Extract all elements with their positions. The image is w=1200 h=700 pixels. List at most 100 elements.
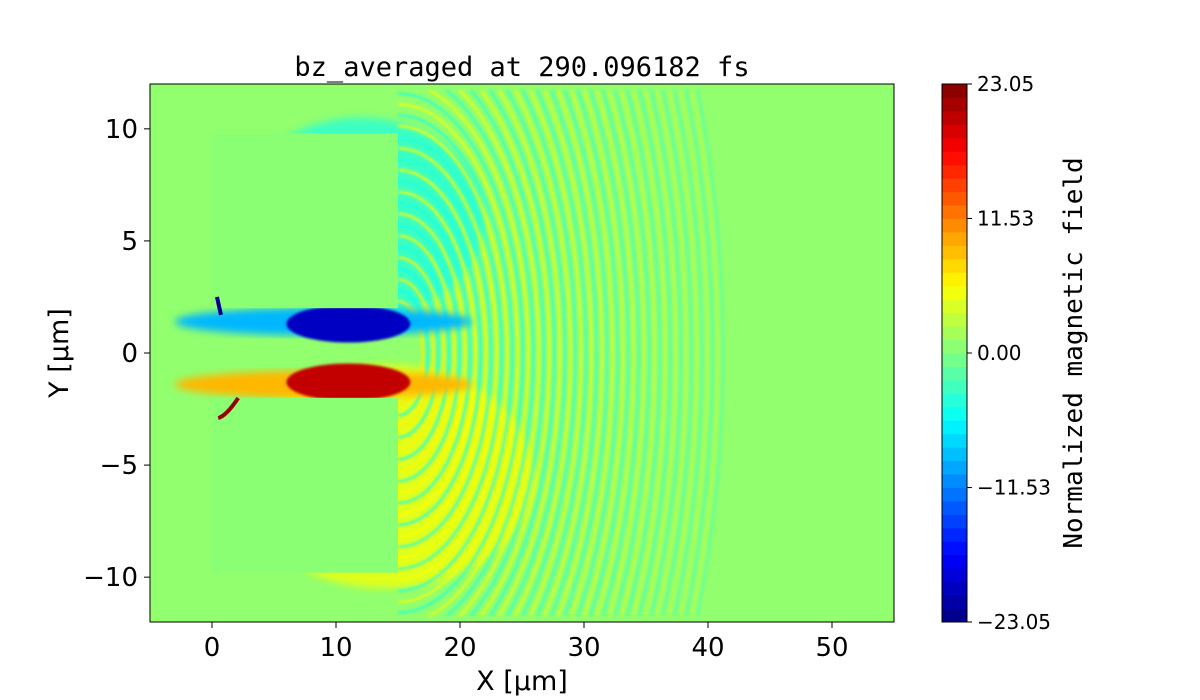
colorbar-level [942, 97, 967, 112]
wavefront-trough [470, 89, 545, 617]
colorbar-level [942, 353, 967, 367]
colorbar-label: Normalized magnetic field [1059, 157, 1089, 548]
wavefront-trough [521, 89, 577, 617]
wavefront-crest [497, 89, 561, 617]
wavefront-trough [638, 89, 672, 617]
colorbar-level [942, 205, 967, 219]
colorbar-level [942, 541, 967, 556]
colorbar-level [942, 406, 967, 421]
wavefront-trough [397, 289, 429, 417]
colorbar-tick-label: 23.05 [977, 72, 1034, 96]
colorbar-level [942, 420, 967, 435]
colorbar-level [942, 514, 967, 529]
x-tick-label: 0 [204, 633, 221, 663]
wavefront-crest [397, 300, 424, 406]
colorbar-level [942, 124, 967, 139]
red-band [286, 363, 411, 401]
colorbar-level [942, 326, 967, 341]
colorbar-level [942, 474, 967, 488]
colorbar-level [942, 164, 967, 179]
colorbar-level [942, 258, 967, 273]
colorbar-level [942, 595, 967, 610]
colorbar-tick-label: −11.53 [977, 476, 1051, 500]
wavefront-crest [397, 125, 509, 581]
wavefront-trough [661, 89, 693, 617]
wavefront-crest [397, 256, 445, 450]
wavefront-crest [397, 103, 519, 603]
colorbar-level [942, 366, 967, 381]
colorbar-level [942, 581, 967, 596]
y-axis: −10 −5 0 5 10 [83, 115, 150, 593]
wavefront-crest [397, 234, 456, 472]
colorbar-level [942, 460, 967, 475]
colorbar-level [942, 218, 967, 233]
wavefront-trough [589, 89, 630, 617]
x-axis: 0 10 20 30 40 50 [204, 622, 849, 663]
edge-spot-lower [217, 396, 240, 420]
colorbar-tick-label: 11.53 [977, 206, 1034, 230]
colorbar-level [942, 299, 967, 314]
colorbar-tick-label: 0.00 [977, 341, 1022, 365]
colorbar-level [942, 568, 967, 583]
chart-title: bz_averaged at 290.096182 fs [294, 52, 749, 83]
wavefront-crest [480, 89, 551, 617]
colorbar-tick-label: −23.05 [977, 610, 1051, 634]
y-tick-label: 10 [105, 115, 138, 145]
colorbar-level [942, 231, 967, 246]
x-tick-label: 20 [443, 633, 476, 663]
colorbar-level [942, 339, 967, 354]
colorbar-level [942, 272, 967, 287]
wavefront-crest [397, 212, 467, 494]
wavefront-trough [489, 89, 556, 617]
wavefront-crest [583, 89, 625, 617]
wavefront-trough [445, 89, 535, 617]
x-tick-label: 50 [815, 633, 848, 663]
wavefront-crest [458, 89, 540, 617]
wavefront-trough [550, 89, 598, 617]
x-axis-label: X [μm] [476, 666, 568, 697]
y-tick-label: 5 [121, 227, 138, 257]
colorbar-level [942, 433, 967, 448]
y-axis-label: Y [μm] [44, 308, 75, 399]
x-tick-label: 30 [567, 633, 600, 663]
colorbar-level [942, 608, 967, 623]
colorbar: −23.05 −11.53 0.00 11.53 23.05 [941, 72, 1051, 634]
colorbar-level [942, 527, 967, 542]
edge-spot-upper [215, 296, 223, 316]
wavefront-crest [397, 278, 435, 428]
colorbar-level [942, 84, 967, 98]
colorbar-level [942, 487, 967, 502]
wavefront-trough [506, 89, 567, 617]
wavefront-crest [397, 168, 488, 538]
wavefront-trough [397, 223, 461, 483]
y-tick-label: 0 [121, 339, 138, 369]
colorbar-level [942, 151, 967, 166]
blue-band [286, 305, 411, 343]
heatmap-area [150, 84, 894, 622]
wavefront-trough [397, 202, 472, 504]
x-tick-label: 40 [691, 633, 724, 663]
wavefront-trough [536, 89, 588, 617]
wavefront-trough [397, 158, 493, 548]
wavefront-trough [696, 89, 725, 617]
colorbar-level [942, 191, 967, 206]
wavefront-trough [650, 89, 682, 617]
colorbar-level [942, 110, 967, 125]
wavefront-crest [543, 89, 593, 617]
colorbar-level [942, 379, 967, 394]
wavefront-trough [397, 180, 482, 526]
colorbar-level [942, 312, 967, 327]
wavefront-crest [397, 147, 498, 559]
wavefront-crest [529, 89, 583, 617]
wavefront-trough [397, 136, 503, 570]
colorbar-level [942, 245, 967, 260]
wavefront-crest [556, 89, 604, 617]
x-tick-label: 10 [319, 633, 352, 663]
y-tick-label: −5 [100, 451, 138, 481]
wavefront-trough [397, 267, 440, 439]
wavefront-trough [397, 92, 524, 614]
wavefront-trough [576, 89, 619, 617]
colorbar-level [942, 447, 967, 462]
